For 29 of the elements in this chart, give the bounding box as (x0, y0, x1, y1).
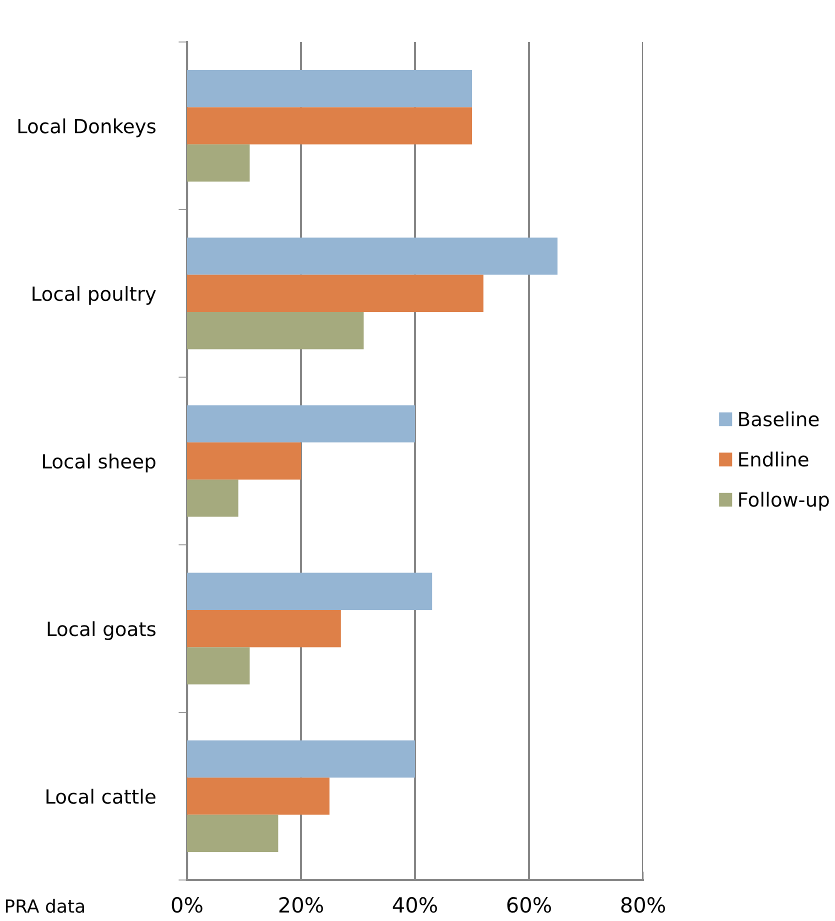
bar (187, 610, 341, 648)
bar (187, 647, 250, 684)
y-tick-label: Local cattle (46, 788, 156, 804)
x-tick-label: 20% (279, 897, 324, 913)
bar (187, 107, 472, 144)
x-tick-label: 80% (621, 897, 666, 913)
y-tick-label: Local goats (48, 621, 156, 640)
bar (187, 442, 301, 480)
bar (187, 238, 558, 275)
x-tick-label: 60% (507, 897, 552, 913)
x-tick-label: 0% (172, 897, 202, 913)
legend-label: Baseline (739, 411, 819, 426)
bar (187, 740, 415, 778)
y-tick-label: Local poultry (32, 286, 156, 305)
bar (187, 274, 484, 312)
legend-label: Endline (739, 452, 808, 467)
text: PRA data (6, 898, 84, 913)
bar (187, 405, 415, 442)
bar (187, 480, 238, 517)
bar (187, 70, 472, 108)
x-tick-label: 40% (392, 897, 438, 913)
bar (187, 312, 364, 350)
bar (187, 572, 432, 610)
y-tick-label: Local Donkeys (18, 118, 156, 138)
bar (187, 144, 250, 182)
bar (187, 778, 330, 815)
y-tick-label: Local sheep (43, 454, 156, 472)
bar (187, 814, 278, 852)
legend-label: Follow-up (739, 492, 829, 511)
